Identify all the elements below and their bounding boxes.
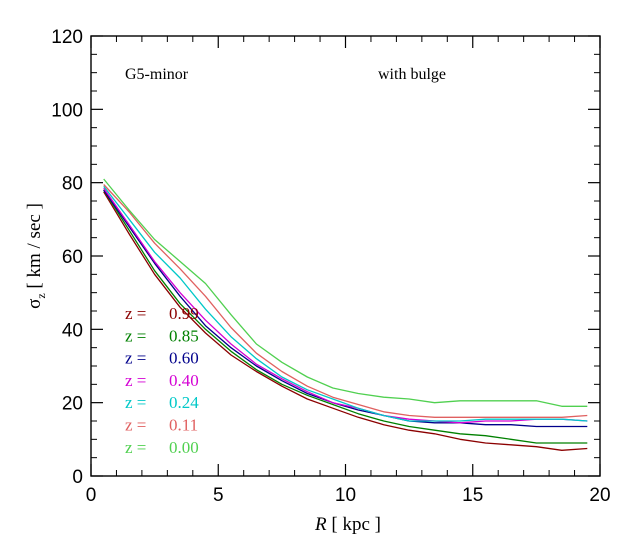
y-axis-title: σz [ km / sec ] [24,203,48,309]
x-tick-label: 0 [86,485,97,506]
x-axis-title-unit: [ kpc ] [327,514,381,535]
x-tick-label: 15 [462,485,483,506]
y-tick-label: 100 [51,100,83,121]
series-line-0-60 [103,189,588,428]
legend-entry: z = 0.40 [125,371,199,390]
tick-labels: 0 5 10 15 20 0 20 40 60 80 100 120 [51,27,610,506]
annotation-variant: with bulge [378,66,446,83]
legend-label-value: 0.99 [169,304,199,323]
legend-label-value: 0.60 [169,349,199,368]
legend-entry: z = 0.60 [125,349,199,368]
legend-label-value: 0.00 [169,438,199,457]
legend-entry: z = 0.11 [125,416,198,435]
legend-label-prefix: z = [125,326,146,345]
annotation-model: G5-minor [125,66,189,83]
y-tick-label: 40 [62,320,83,341]
series-lines [103,178,588,451]
legend-entry: z = 0.24 [125,393,199,412]
legend-label-prefix: z = [125,416,146,435]
legend-label-prefix: z = [125,371,146,390]
series-line-0-99 [103,191,588,451]
legend-label-value: 0.85 [169,326,199,345]
x-tick-label: 10 [335,485,356,506]
legend-label-prefix: z = [125,393,146,412]
x-axis-title-symbol: R [314,514,327,535]
y-tick-label: 80 [62,174,83,195]
series-line-0-24 [103,185,588,422]
legend-entry: z = 0.00 [125,438,199,457]
y-tick-label: 20 [62,394,83,415]
legend-label-value: 0.24 [169,393,199,412]
x-axis-title: R [ kpc ] [314,514,381,535]
y-axis-title-symbol: σ [24,299,45,309]
series-line-0-40 [103,187,588,424]
legend-label-value: 0.11 [169,416,198,435]
series-line-0-85 [103,189,588,444]
legend-entry: z = 0.99 [125,304,199,323]
legend-label-prefix: z = [125,304,146,323]
y-axis-title-subscript: z [34,293,48,298]
legend-entry: z = 0.85 [125,326,199,345]
series-line-0-11 [103,184,588,418]
legend: z = 0.99 z = 0.85 z = 0.60 z = 0.40 z = 0.24 z = 0.… [125,304,199,457]
legend-label-value: 0.40 [169,371,199,390]
x-tick-label: 20 [589,485,610,506]
y-tick-label: 0 [72,467,83,488]
x-tick-label: 5 [213,485,224,506]
series-line-0-00 [103,178,588,407]
legend-label-prefix: z = [125,438,146,457]
y-axis-title-unit: [ km / sec ] [24,203,45,293]
y-tick-label: 120 [51,27,83,48]
y-tick-label: 60 [62,247,83,268]
legend-label-prefix: z = [125,349,146,368]
axis-ticks [90,35,601,477]
